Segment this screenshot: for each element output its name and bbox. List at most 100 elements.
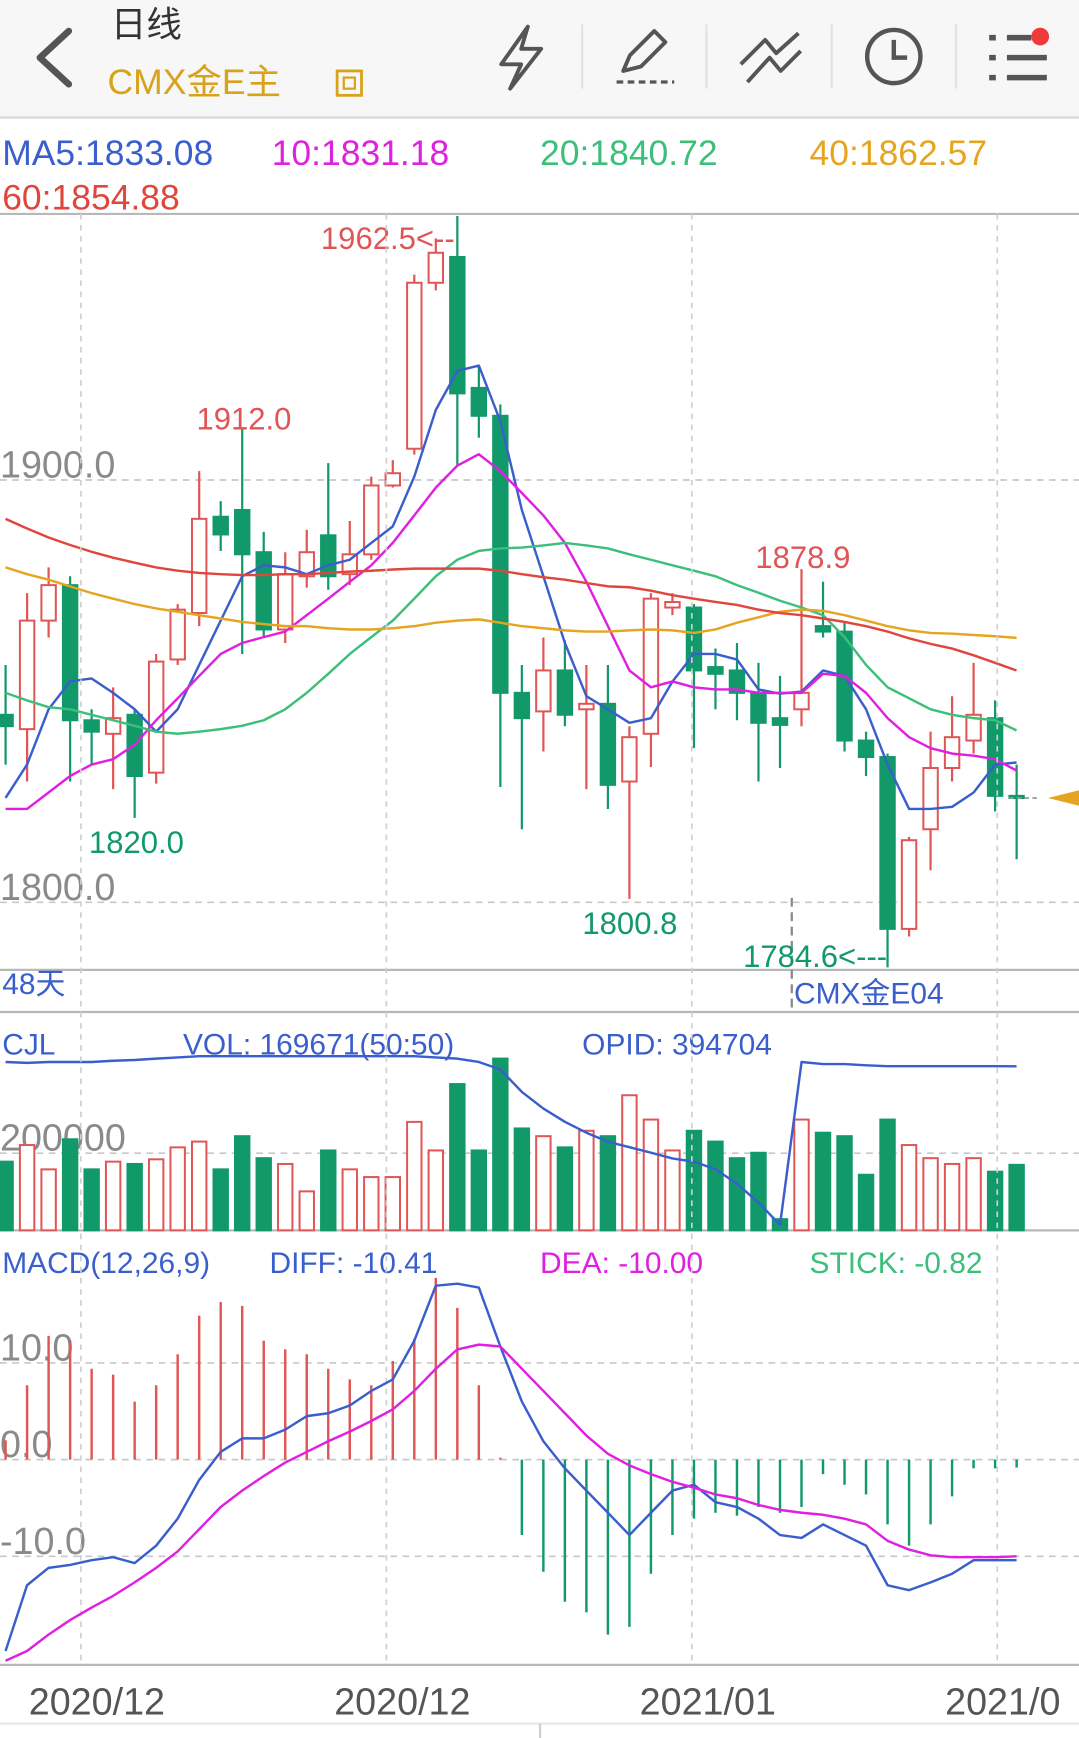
- price-annotation: 1784.6<---: [743, 939, 887, 974]
- volume-bar: [707, 1140, 724, 1232]
- indicator-line: [5, 541, 1018, 735]
- volume-bar: [61, 1138, 79, 1232]
- candle-body: [61, 584, 79, 722]
- menu-badge: [1031, 27, 1050, 46]
- history-icon[interactable]: [864, 27, 923, 86]
- last-price-marker: [1047, 790, 1079, 806]
- period-count: 48天: [2, 968, 65, 1001]
- macd-title: MACD(12,26,9): [2, 1247, 210, 1280]
- volume-bar: [298, 1190, 315, 1232]
- volume-bar: [535, 1135, 552, 1232]
- candle-body: [320, 534, 337, 578]
- volume-bar: [363, 1176, 380, 1232]
- volume-bar: [341, 1168, 358, 1232]
- volume-bar: [879, 1118, 896, 1232]
- menu-icon[interactable]: [989, 34, 1047, 81]
- candle-body: [922, 767, 939, 831]
- y-tick-label: -10.0: [0, 1520, 86, 1562]
- indicator-icon[interactable]: [739, 31, 803, 84]
- ma-legend: MA5:1833.08: [2, 133, 213, 173]
- y-tick-label: 1900.0: [0, 443, 115, 485]
- candle-body: [664, 601, 681, 609]
- candle-body: [341, 553, 358, 576]
- volume-bar: [406, 1120, 423, 1232]
- opid-legend: OPID: 394704: [582, 1029, 772, 1062]
- candle-body: [513, 691, 531, 720]
- volume-bar: [384, 1176, 402, 1232]
- contract-label: CMX金E04: [794, 978, 944, 1011]
- y-tick-label: 1800.0: [0, 866, 115, 908]
- macd-legend: STICK: -0.82: [810, 1247, 983, 1280]
- flash-icon[interactable]: [499, 24, 544, 91]
- volume-bar: [728, 1157, 746, 1232]
- volume-bar: [427, 1149, 445, 1232]
- volume-bar: [900, 1144, 918, 1232]
- x-tick-label: 2021/01: [640, 1680, 776, 1722]
- symbol-switch-icon[interactable]: [335, 69, 363, 97]
- candle-body: [728, 669, 746, 694]
- volume-bar: [190, 1140, 208, 1232]
- volume-bar: [169, 1146, 186, 1232]
- volume-bar: [621, 1094, 638, 1232]
- candle-body: [406, 281, 423, 450]
- candle-body: [384, 472, 402, 487]
- candle-body: [1008, 794, 1025, 800]
- volume-bar: [642, 1118, 660, 1232]
- price-annotation: 1962.5<--: [321, 221, 455, 256]
- symbol-title[interactable]: CMX金E主: [108, 62, 281, 102]
- candle-body: [363, 484, 380, 556]
- candle-body: [771, 717, 789, 726]
- volume-bar: [750, 1151, 767, 1232]
- candle-body: [556, 669, 574, 716]
- period-title: 日线: [111, 4, 182, 44]
- candle-body: [836, 630, 853, 742]
- y-tick-label: 10.0: [0, 1326, 73, 1368]
- volume-bar: [40, 1168, 57, 1232]
- volume-bar: [1008, 1163, 1025, 1232]
- candle-body: [0, 713, 14, 728]
- candle-body: [169, 608, 186, 661]
- candle-body: [642, 597, 660, 735]
- macd-legend: DEA: -10.00: [540, 1247, 703, 1280]
- candle-body: [857, 739, 875, 759]
- macd-legend: DIFF: -10.41: [269, 1247, 437, 1280]
- candle-body: [449, 256, 466, 395]
- volume-bar: [922, 1157, 939, 1232]
- candle-body: [190, 517, 208, 615]
- candle-body: [147, 660, 165, 774]
- indicator-line: [5, 453, 1018, 811]
- volume-bar: [83, 1168, 100, 1232]
- candle-body: [83, 719, 100, 733]
- x-tick-label: 2020/12: [334, 1680, 470, 1722]
- draw-icon[interactable]: [621, 29, 668, 73]
- candle-body: [492, 414, 509, 694]
- volume-bar: [147, 1158, 165, 1232]
- candle-body: [599, 702, 617, 786]
- indicator-line: [4, 1282, 1017, 1652]
- price-annotation: 1912.0: [196, 401, 291, 436]
- price-annotation: 1820.0: [89, 825, 184, 860]
- candle-body: [298, 551, 315, 578]
- indicator-line: [5, 1343, 1017, 1662]
- candle-body: [621, 736, 638, 783]
- price-annotation: 1878.9: [755, 540, 850, 575]
- volume-bar: [513, 1127, 531, 1232]
- symbol-switch-icon-inner: [342, 76, 356, 90]
- volume-bar: [685, 1129, 703, 1232]
- ma-legend: 10:1831.18: [272, 133, 450, 173]
- candle-body: [234, 508, 251, 556]
- volume-bar: [836, 1135, 853, 1232]
- volume-bar: [793, 1118, 810, 1232]
- ma-legend: 60:1854.88: [2, 177, 180, 217]
- indicator-line: [4, 364, 1017, 811]
- ma-legend: 40:1862.57: [810, 133, 988, 173]
- volume-bar: [212, 1168, 229, 1232]
- back-button[interactable]: [36, 27, 73, 88]
- volume-bar: [986, 1170, 1004, 1232]
- candle-body: [965, 713, 982, 742]
- volume-bar: [814, 1131, 832, 1232]
- candle-body: [18, 619, 36, 731]
- volume-bar: [556, 1146, 574, 1232]
